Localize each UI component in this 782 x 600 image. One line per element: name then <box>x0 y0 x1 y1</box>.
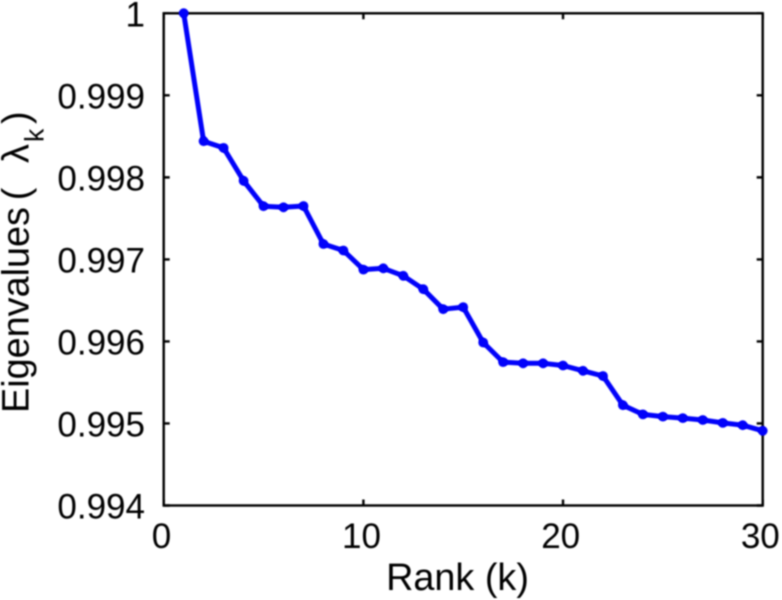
svg-text:0.998: 0.998 <box>57 159 145 198</box>
svg-text:1: 1 <box>126 0 145 34</box>
svg-text:0.996: 0.996 <box>57 323 145 362</box>
svg-text:0.997: 0.997 <box>57 241 145 280</box>
svg-text:20: 20 <box>541 517 580 556</box>
svg-text:Eigenvalues(λk): Eigenvalues(λk) <box>0 111 50 413</box>
svg-text:0: 0 <box>152 517 171 556</box>
svg-text:10: 10 <box>342 517 381 556</box>
svg-text:30: 30 <box>741 517 780 556</box>
svg-text:Rank (k): Rank (k) <box>386 557 529 599</box>
svg-text:0.994: 0.994 <box>57 488 145 527</box>
svg-text:0.999: 0.999 <box>57 77 145 116</box>
svg-text:0.995: 0.995 <box>57 406 145 445</box>
